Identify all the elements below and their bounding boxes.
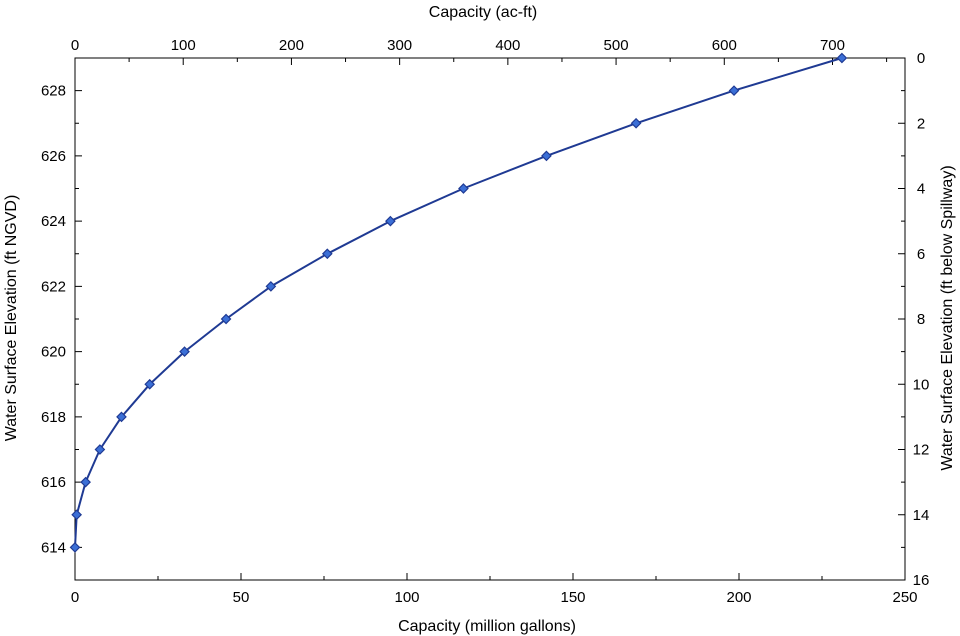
data-point-marker bbox=[836, 52, 848, 64]
x2-tick-label: 200 bbox=[279, 37, 304, 54]
x2-tick-label: 300 bbox=[387, 37, 412, 54]
y2-tick-label: 8 bbox=[917, 311, 925, 328]
x-axis-title: Capacity (million gallons) bbox=[398, 618, 576, 635]
data-point-marker bbox=[321, 248, 333, 260]
data-point-marker bbox=[94, 444, 106, 455]
x-tick-label: 100 bbox=[394, 589, 419, 606]
data-point-marker bbox=[80, 476, 91, 488]
y2-tick-label: 16 bbox=[913, 572, 930, 589]
y-tick-label: 620 bbox=[41, 344, 66, 361]
y2-tick-label: 14 bbox=[913, 507, 930, 524]
series-line bbox=[74, 57, 843, 548]
x-tick-label: 250 bbox=[892, 589, 917, 606]
x2-tick-label: 600 bbox=[712, 37, 737, 54]
y-tick-label: 622 bbox=[41, 278, 66, 295]
data-point-marker bbox=[458, 183, 469, 194]
data-point-marker bbox=[630, 117, 642, 129]
data-point-marker bbox=[69, 542, 81, 553]
data-point-marker bbox=[116, 411, 127, 423]
y-tick-label: 618 bbox=[41, 409, 66, 426]
y-tick-label: 628 bbox=[41, 83, 66, 100]
x2-tick-label: 100 bbox=[171, 37, 196, 54]
data-point-marker bbox=[71, 509, 83, 521]
y2-tick-label: 2 bbox=[917, 115, 925, 132]
y-tick-label: 616 bbox=[41, 474, 66, 491]
plot-frame bbox=[74, 57, 906, 581]
x-tick-label: 200 bbox=[726, 589, 751, 606]
y-tick-label: 626 bbox=[41, 148, 66, 165]
y2-tick-label: 6 bbox=[917, 246, 925, 263]
y2-tick-label: 10 bbox=[913, 376, 930, 393]
data-point-marker bbox=[265, 281, 277, 292]
x2-tick-label: 700 bbox=[820, 37, 845, 54]
y-tick-label: 624 bbox=[41, 213, 66, 230]
data-point-marker bbox=[385, 215, 396, 227]
y2-tick-label: 4 bbox=[917, 181, 925, 198]
x-tick-label: 150 bbox=[560, 589, 585, 606]
y2-axis-title: Water Surface Elevation (ft below Spillw… bbox=[939, 165, 956, 470]
x2-axis-title: Capacity (ac-ft) bbox=[429, 4, 537, 21]
y2-tick-label: 12 bbox=[913, 442, 930, 459]
data-point-marker bbox=[144, 378, 156, 390]
data-point-marker bbox=[728, 85, 740, 96]
x2-tick-label: 500 bbox=[604, 37, 629, 54]
y2-tick-label: 0 bbox=[917, 50, 925, 67]
data-point-marker bbox=[220, 313, 232, 325]
x-tick-label: 50 bbox=[233, 589, 250, 606]
data-point-marker bbox=[541, 150, 552, 162]
x-tick-label: 0 bbox=[71, 589, 79, 606]
y-tick-label: 614 bbox=[41, 539, 66, 556]
data-point-marker bbox=[179, 346, 190, 357]
x2-tick-label: 0 bbox=[71, 37, 79, 54]
x2-tick-label: 400 bbox=[495, 37, 520, 54]
y-axis-title: Water Surface Elevation (ft NGVD) bbox=[3, 195, 20, 442]
